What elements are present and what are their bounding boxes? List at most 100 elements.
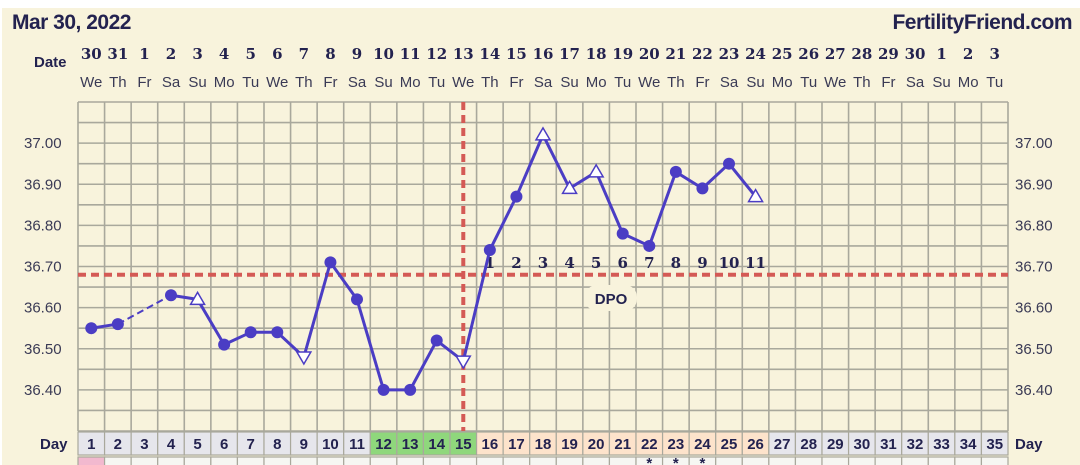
y-tick-right: 36.60 bbox=[1015, 300, 1053, 317]
temperature-line-segment bbox=[701, 162, 731, 190]
day-row-label-left: Day bbox=[40, 436, 68, 453]
dpo-number: 6 bbox=[617, 254, 627, 272]
temperature-point-open bbox=[747, 188, 764, 203]
date-label: 27 bbox=[825, 45, 846, 63]
weekday-label: We bbox=[266, 74, 288, 91]
dpo-number: 1 bbox=[485, 254, 495, 272]
record-cell bbox=[555, 456, 584, 465]
date-label: 2 bbox=[166, 45, 176, 63]
weekday-label: Su bbox=[188, 74, 206, 91]
record-cell bbox=[794, 456, 823, 465]
y-tick-left: 37.00 bbox=[24, 135, 62, 152]
temperature-point bbox=[669, 165, 682, 178]
date-label: 1 bbox=[936, 45, 946, 63]
weekday-label: Tu bbox=[614, 74, 631, 91]
chart-background bbox=[2, 8, 1080, 465]
weekday-label: Mo bbox=[400, 74, 421, 91]
date-label: 9 bbox=[352, 45, 362, 63]
date-label: 1 bbox=[139, 45, 149, 63]
day-number: 35 bbox=[986, 436, 1003, 453]
date-row-label: Date bbox=[34, 54, 67, 71]
weekday-label: We bbox=[638, 74, 660, 91]
temperature-point-open bbox=[587, 163, 605, 178]
weekday-label: Mo bbox=[214, 74, 235, 91]
record-cell bbox=[741, 456, 770, 465]
day-number: 31 bbox=[880, 436, 897, 453]
record-cell bbox=[874, 456, 903, 465]
temperature-point bbox=[483, 244, 496, 257]
weekday-label: Th bbox=[667, 74, 685, 91]
date-label: 19 bbox=[612, 45, 633, 63]
temperature-point-open bbox=[561, 179, 578, 195]
temperature-line-segment bbox=[647, 171, 678, 247]
record-cell bbox=[582, 456, 611, 465]
y-tick-right: 36.50 bbox=[1015, 341, 1053, 358]
weekday-label: Fr bbox=[323, 74, 337, 91]
record-cell bbox=[502, 456, 531, 465]
record-cell bbox=[475, 456, 504, 465]
weekday-label: Mo bbox=[586, 74, 607, 91]
dpo-number: 4 bbox=[564, 254, 574, 272]
date-label: 18 bbox=[586, 45, 607, 63]
temperature-point bbox=[111, 318, 124, 331]
record-cell bbox=[449, 456, 478, 465]
day-number: 7 bbox=[247, 436, 255, 453]
weekday-label: Sa bbox=[906, 74, 925, 91]
record-cell bbox=[77, 456, 106, 465]
day-number: 19 bbox=[561, 436, 578, 453]
day-number: 17 bbox=[508, 436, 525, 453]
temperature-point bbox=[244, 326, 257, 339]
day-number: 33 bbox=[933, 436, 950, 453]
date-label: 5 bbox=[245, 45, 255, 63]
day-number: 16 bbox=[482, 436, 499, 453]
temperature-line-segment bbox=[408, 339, 439, 391]
record-cell bbox=[289, 456, 318, 465]
date-label: 29 bbox=[878, 45, 899, 63]
weekday-label: Sa bbox=[162, 74, 181, 91]
y-tick-left: 36.90 bbox=[24, 176, 62, 193]
record-cell bbox=[343, 456, 371, 465]
day-number: 3 bbox=[140, 436, 148, 453]
day-number: 23 bbox=[668, 436, 685, 453]
brand-logo: FertilityFriend.com bbox=[892, 11, 1072, 34]
temperature-point bbox=[643, 239, 656, 252]
weekday-label: Sa bbox=[348, 74, 367, 91]
temperature-point bbox=[85, 322, 98, 335]
dpo-number: 10 bbox=[719, 254, 740, 272]
asterisk-mark: * bbox=[700, 455, 706, 465]
day-number: 11 bbox=[349, 436, 365, 453]
asterisk-mark: * bbox=[646, 455, 652, 465]
date-label: 22 bbox=[692, 45, 713, 63]
date-label: 11 bbox=[400, 45, 421, 63]
day-number: 2 bbox=[114, 436, 122, 453]
record-cell bbox=[396, 456, 425, 465]
day-number: 5 bbox=[193, 436, 201, 453]
temperature-point bbox=[510, 190, 523, 203]
date-label: 12 bbox=[426, 45, 447, 63]
weekday-label: Fr bbox=[137, 74, 151, 91]
temperature-line-segment bbox=[196, 298, 226, 346]
date-label: 7 bbox=[299, 45, 309, 63]
temperature-line-segment bbox=[541, 134, 571, 190]
y-tick-right: 36.80 bbox=[1015, 217, 1053, 234]
temperature-line-segment bbox=[302, 261, 332, 358]
weekday-label: Sa bbox=[720, 74, 739, 91]
temperature-point bbox=[696, 182, 709, 195]
temperature-point-open bbox=[189, 290, 206, 306]
date-label: 16 bbox=[533, 45, 554, 63]
record-cell bbox=[768, 456, 797, 465]
day-number: 26 bbox=[747, 436, 764, 453]
dpo-number: 11 bbox=[745, 254, 766, 272]
dpo-label: DPO bbox=[595, 291, 628, 308]
record-cell bbox=[183, 456, 212, 465]
weekday-label: We bbox=[80, 74, 102, 91]
y-tick-right: 37.00 bbox=[1015, 135, 1053, 152]
weekday-label: Su bbox=[746, 74, 764, 91]
record-cell bbox=[369, 456, 398, 465]
day-number: 12 bbox=[375, 436, 392, 453]
temperature-line-segment bbox=[727, 162, 757, 198]
record-cell bbox=[157, 456, 185, 465]
day-number: 18 bbox=[535, 436, 552, 453]
temperature-line-segment bbox=[461, 249, 492, 362]
